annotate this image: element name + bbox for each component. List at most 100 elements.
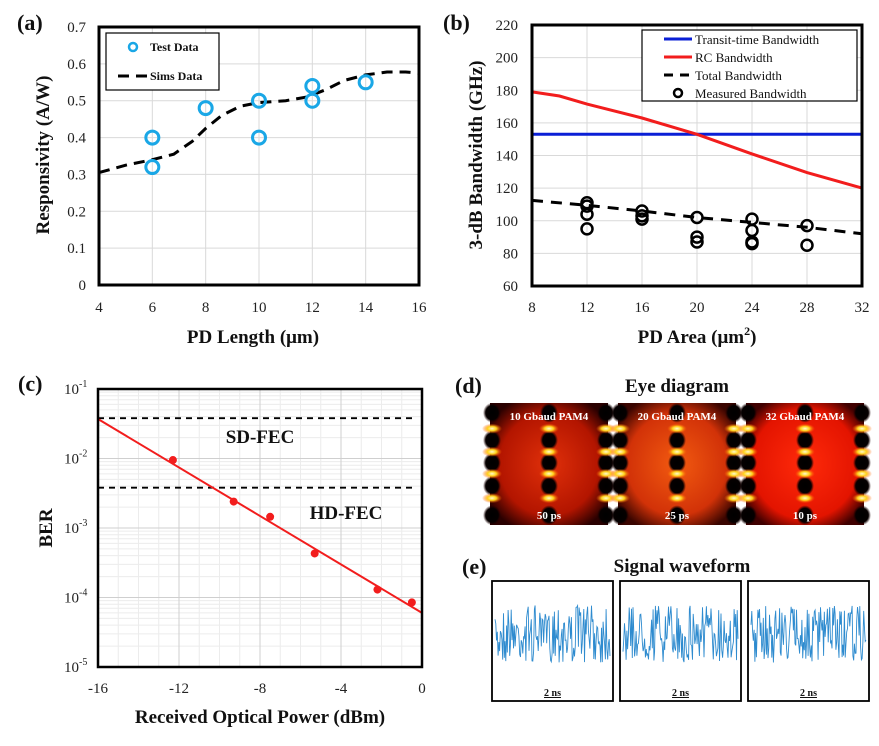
y-axis-title: 3-dB Bandwidth (GHz) [466, 61, 487, 250]
eye-opening [853, 505, 871, 526]
measured-bandwidth-point [800, 218, 814, 233]
eye-opening [668, 505, 686, 526]
fec-threshold-label: SD-FEC [226, 427, 295, 448]
eye-level-spot [795, 423, 815, 434]
waveform-frame [619, 580, 742, 702]
plot-frame [96, 387, 424, 669]
eye-level-spot [795, 446, 815, 457]
eye-opening [540, 505, 558, 526]
ber-data-point [229, 497, 238, 506]
eye-level-spot [667, 468, 687, 479]
eye-opening [611, 430, 629, 451]
eye-opening [725, 430, 743, 451]
y-tick-label: 220 [496, 18, 519, 34]
y-tick-label: 80 [503, 246, 518, 262]
eye-opening [796, 452, 814, 473]
ber-fit-line [97, 418, 423, 614]
x-axis-title: PD Length (μm) [187, 327, 319, 348]
test-data-point [197, 100, 214, 117]
eye-opening [725, 452, 743, 473]
eye-opening [853, 402, 871, 423]
ber-data-point [310, 549, 319, 558]
eye-level-spot [667, 446, 687, 457]
eye-level-spot [738, 446, 758, 457]
eye-opening [739, 430, 757, 451]
legend-label: Transit-time Bandwidth [695, 32, 820, 47]
y-tick-label: 10-4 [64, 588, 87, 607]
legend-sims-data-label: Sims Data [150, 69, 202, 83]
y-tick-label: 140 [496, 149, 519, 165]
y-tick-label: 180 [496, 83, 519, 99]
eye-opening [853, 475, 871, 496]
eye-level-spot [795, 468, 815, 479]
eye-opening [853, 452, 871, 473]
eye-diagram-title: Eye diagram [625, 376, 729, 397]
panel-label-c: (c) [18, 371, 42, 396]
y-tick-label: 160 [496, 116, 519, 132]
measured-bandwidth-point [580, 207, 594, 221]
eye-opening [483, 430, 501, 451]
eye-level-spot [852, 468, 872, 479]
eye-opening [540, 452, 558, 473]
test-data-point [304, 77, 321, 94]
y-tick-label: 10-1 [64, 379, 87, 398]
waveform-trace [622, 605, 739, 663]
eye-rate-label: 32 Gbaud PAM4 [766, 411, 845, 423]
y-tick-label: 10-3 [64, 518, 87, 537]
x-tick-label: -16 [88, 681, 108, 697]
y-tick-label: 0.1 [67, 241, 86, 257]
x-tick-label: -4 [335, 681, 348, 697]
eye-opening [483, 402, 501, 423]
eye-level-spot [596, 446, 616, 457]
x-tick-label: 24 [745, 300, 761, 316]
x-tick-label: 12 [580, 300, 595, 316]
test-data-point [304, 92, 321, 109]
fec-threshold-label: HD-FEC [310, 503, 383, 524]
plot-frame [530, 23, 864, 288]
eye-level-spot [738, 493, 758, 504]
eye-period-label: 10 ps [793, 510, 818, 522]
measured-bandwidth-point [580, 199, 594, 213]
eye-period-label: 25 ps [665, 510, 690, 522]
x-tick-label: 6 [149, 300, 157, 316]
y-axis-title: BER [36, 508, 57, 547]
x-tick-label: 28 [800, 300, 815, 316]
waveform-3: 2 ns [747, 580, 870, 702]
y-tick-label: 0.7 [67, 20, 86, 36]
panel-label-a: (a) [17, 10, 43, 35]
eye-level-spot [482, 446, 502, 457]
ber-data-point [407, 598, 416, 607]
y-tick-label: 10-5 [64, 657, 87, 676]
y-tick-label: 0.6 [67, 57, 86, 73]
measured-bandwidth-point [690, 210, 704, 225]
panel-a-responsivity-chart: 4 6 8 10 12 14 16 0 0.1 0.2 0.3 0.4 0.5 0.6 0.7 PD Leng… [33, 20, 427, 348]
eye-opening [611, 452, 629, 473]
test-data-point [251, 129, 267, 146]
eye-opening [483, 505, 501, 526]
eye-opening [739, 452, 757, 473]
eye-opening [597, 402, 615, 423]
eye-opening [597, 475, 615, 496]
eye-opening [853, 430, 871, 451]
eye-opening [483, 475, 501, 496]
eye-level-spot [596, 493, 616, 504]
eye-opening [597, 452, 615, 473]
y-tick-label: 100 [496, 214, 519, 230]
waveform-frame [747, 580, 870, 702]
x-tick-label: 8 [528, 300, 536, 316]
measured-bandwidth-point [745, 236, 759, 251]
test-data-point [144, 159, 161, 176]
eye-level-spot [852, 423, 872, 434]
x-axis-title: PD Area (μm2) [638, 324, 757, 348]
x-tick-label: 8 [202, 300, 210, 316]
eye-level-spot [667, 423, 687, 434]
eye-level-spot [482, 493, 502, 504]
eye-level-spot [482, 423, 502, 434]
eye-level-spot [610, 493, 630, 504]
measured-bandwidth-point [635, 212, 649, 226]
x-tick-label: 14 [358, 300, 374, 316]
x-axis-title: Received Optical Power (dBm) [135, 707, 385, 728]
panel-e-waveforms: 2 ns 2 ns 2 ns [491, 580, 870, 702]
y-tick-label: 0.2 [67, 204, 86, 220]
